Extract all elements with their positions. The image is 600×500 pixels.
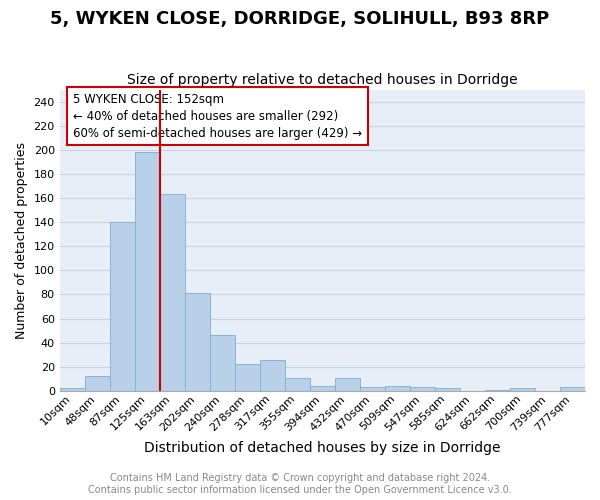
Bar [285, 378, 310, 391]
Bar [235, 364, 260, 391]
Bar [310, 386, 335, 391]
Bar [335, 378, 360, 391]
Bar [135, 152, 160, 391]
Bar [160, 194, 185, 391]
Bar [385, 386, 410, 391]
Bar [435, 388, 460, 391]
Bar [210, 336, 235, 391]
Text: 5 WYKEN CLOSE: 152sqm
← 40% of detached houses are smaller (292)
60% of semi-det: 5 WYKEN CLOSE: 152sqm ← 40% of detached … [73, 92, 362, 140]
Bar [510, 388, 535, 391]
Text: 5, WYKEN CLOSE, DORRIDGE, SOLIHULL, B93 8RP: 5, WYKEN CLOSE, DORRIDGE, SOLIHULL, B93 … [50, 10, 550, 28]
Text: Contains HM Land Registry data © Crown copyright and database right 2024.
Contai: Contains HM Land Registry data © Crown c… [88, 474, 512, 495]
Bar [485, 390, 510, 391]
Bar [185, 294, 210, 391]
Bar [560, 388, 585, 391]
Bar [410, 388, 435, 391]
Title: Size of property relative to detached houses in Dorridge: Size of property relative to detached ho… [127, 73, 518, 87]
Bar [110, 222, 135, 391]
Bar [85, 376, 110, 391]
Y-axis label: Number of detached properties: Number of detached properties [15, 142, 28, 338]
Bar [260, 360, 285, 391]
Bar [360, 388, 385, 391]
Bar [59, 388, 85, 391]
X-axis label: Distribution of detached houses by size in Dorridge: Distribution of detached houses by size … [144, 441, 500, 455]
